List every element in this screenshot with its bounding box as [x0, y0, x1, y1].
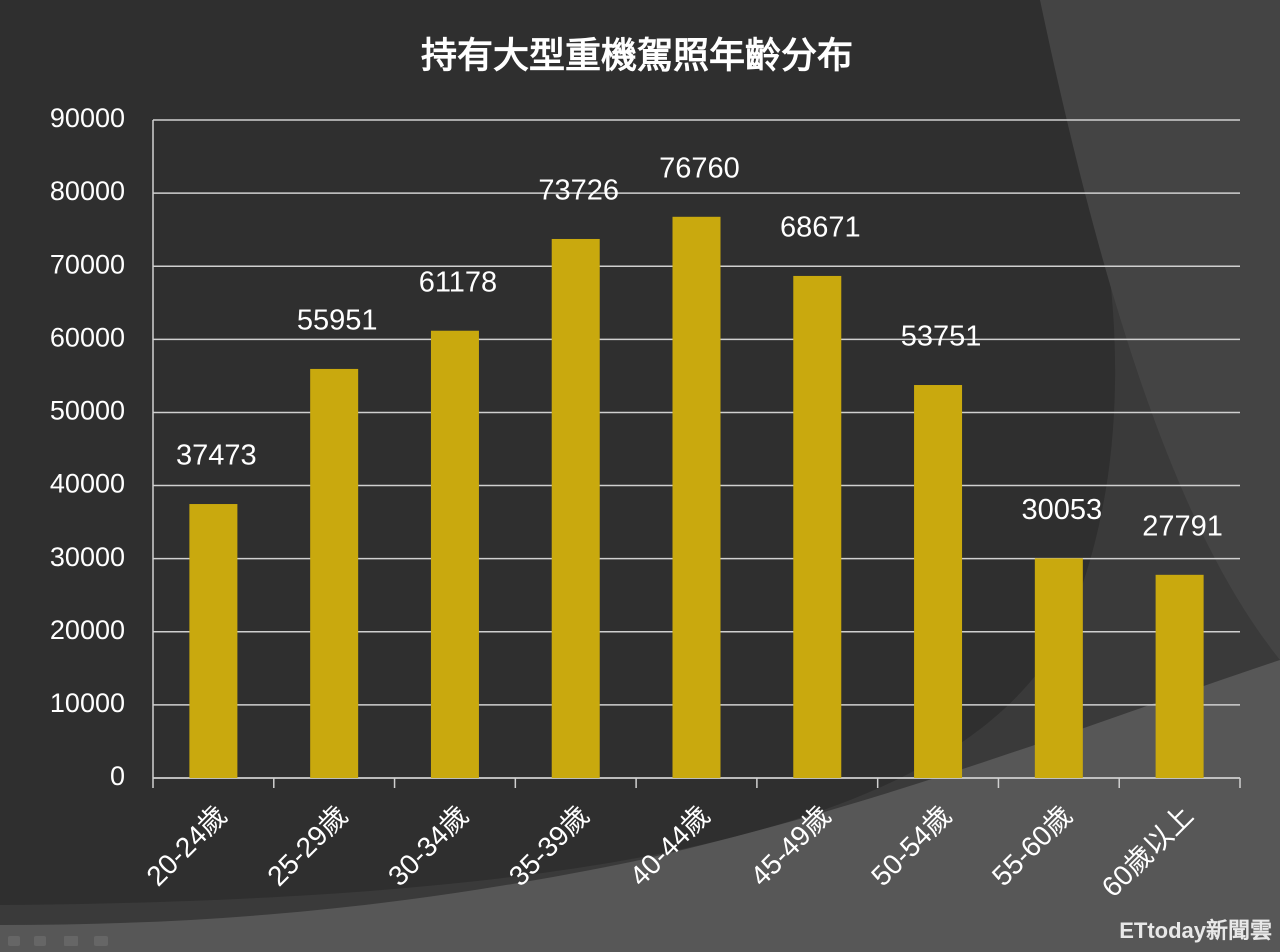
data-label: 68671 — [780, 212, 861, 244]
background-curve — [0, 660, 1280, 952]
data-label: 27791 — [1142, 510, 1223, 542]
bar — [551, 238, 600, 778]
bar — [672, 216, 721, 778]
data-label: 53751 — [901, 321, 982, 353]
y-tick-label: 70000 — [50, 249, 125, 279]
y-tick-label: 50000 — [50, 396, 125, 426]
watermark: ETtoday新聞雲 — [1119, 918, 1272, 943]
y-tick-label: 60000 — [50, 322, 125, 352]
data-label: 73726 — [538, 175, 619, 207]
y-tick-label: 40000 — [50, 469, 125, 499]
background-curve — [1040, 0, 1280, 660]
y-tick-label: 0 — [110, 761, 125, 791]
data-label: 37473 — [176, 440, 257, 472]
bar — [1155, 574, 1204, 778]
y-tick-label: 90000 — [50, 103, 125, 133]
data-label: 76760 — [659, 152, 740, 184]
bar — [1034, 558, 1083, 778]
chart-title: 持有大型重機駕照年齡分布 — [421, 35, 853, 76]
data-label: 30053 — [1022, 494, 1103, 526]
bar — [310, 368, 359, 778]
y-tick-label: 10000 — [50, 688, 125, 718]
data-label: 61178 — [419, 266, 498, 298]
bar — [189, 504, 238, 778]
y-tick-label: 30000 — [50, 542, 125, 572]
y-tick-label: 20000 — [50, 615, 125, 645]
bar — [914, 385, 963, 778]
bar — [793, 275, 842, 778]
nav-icons — [8, 936, 108, 946]
y-tick-label: 80000 — [50, 176, 125, 206]
data-label: 55951 — [297, 305, 378, 337]
bar — [430, 330, 479, 778]
